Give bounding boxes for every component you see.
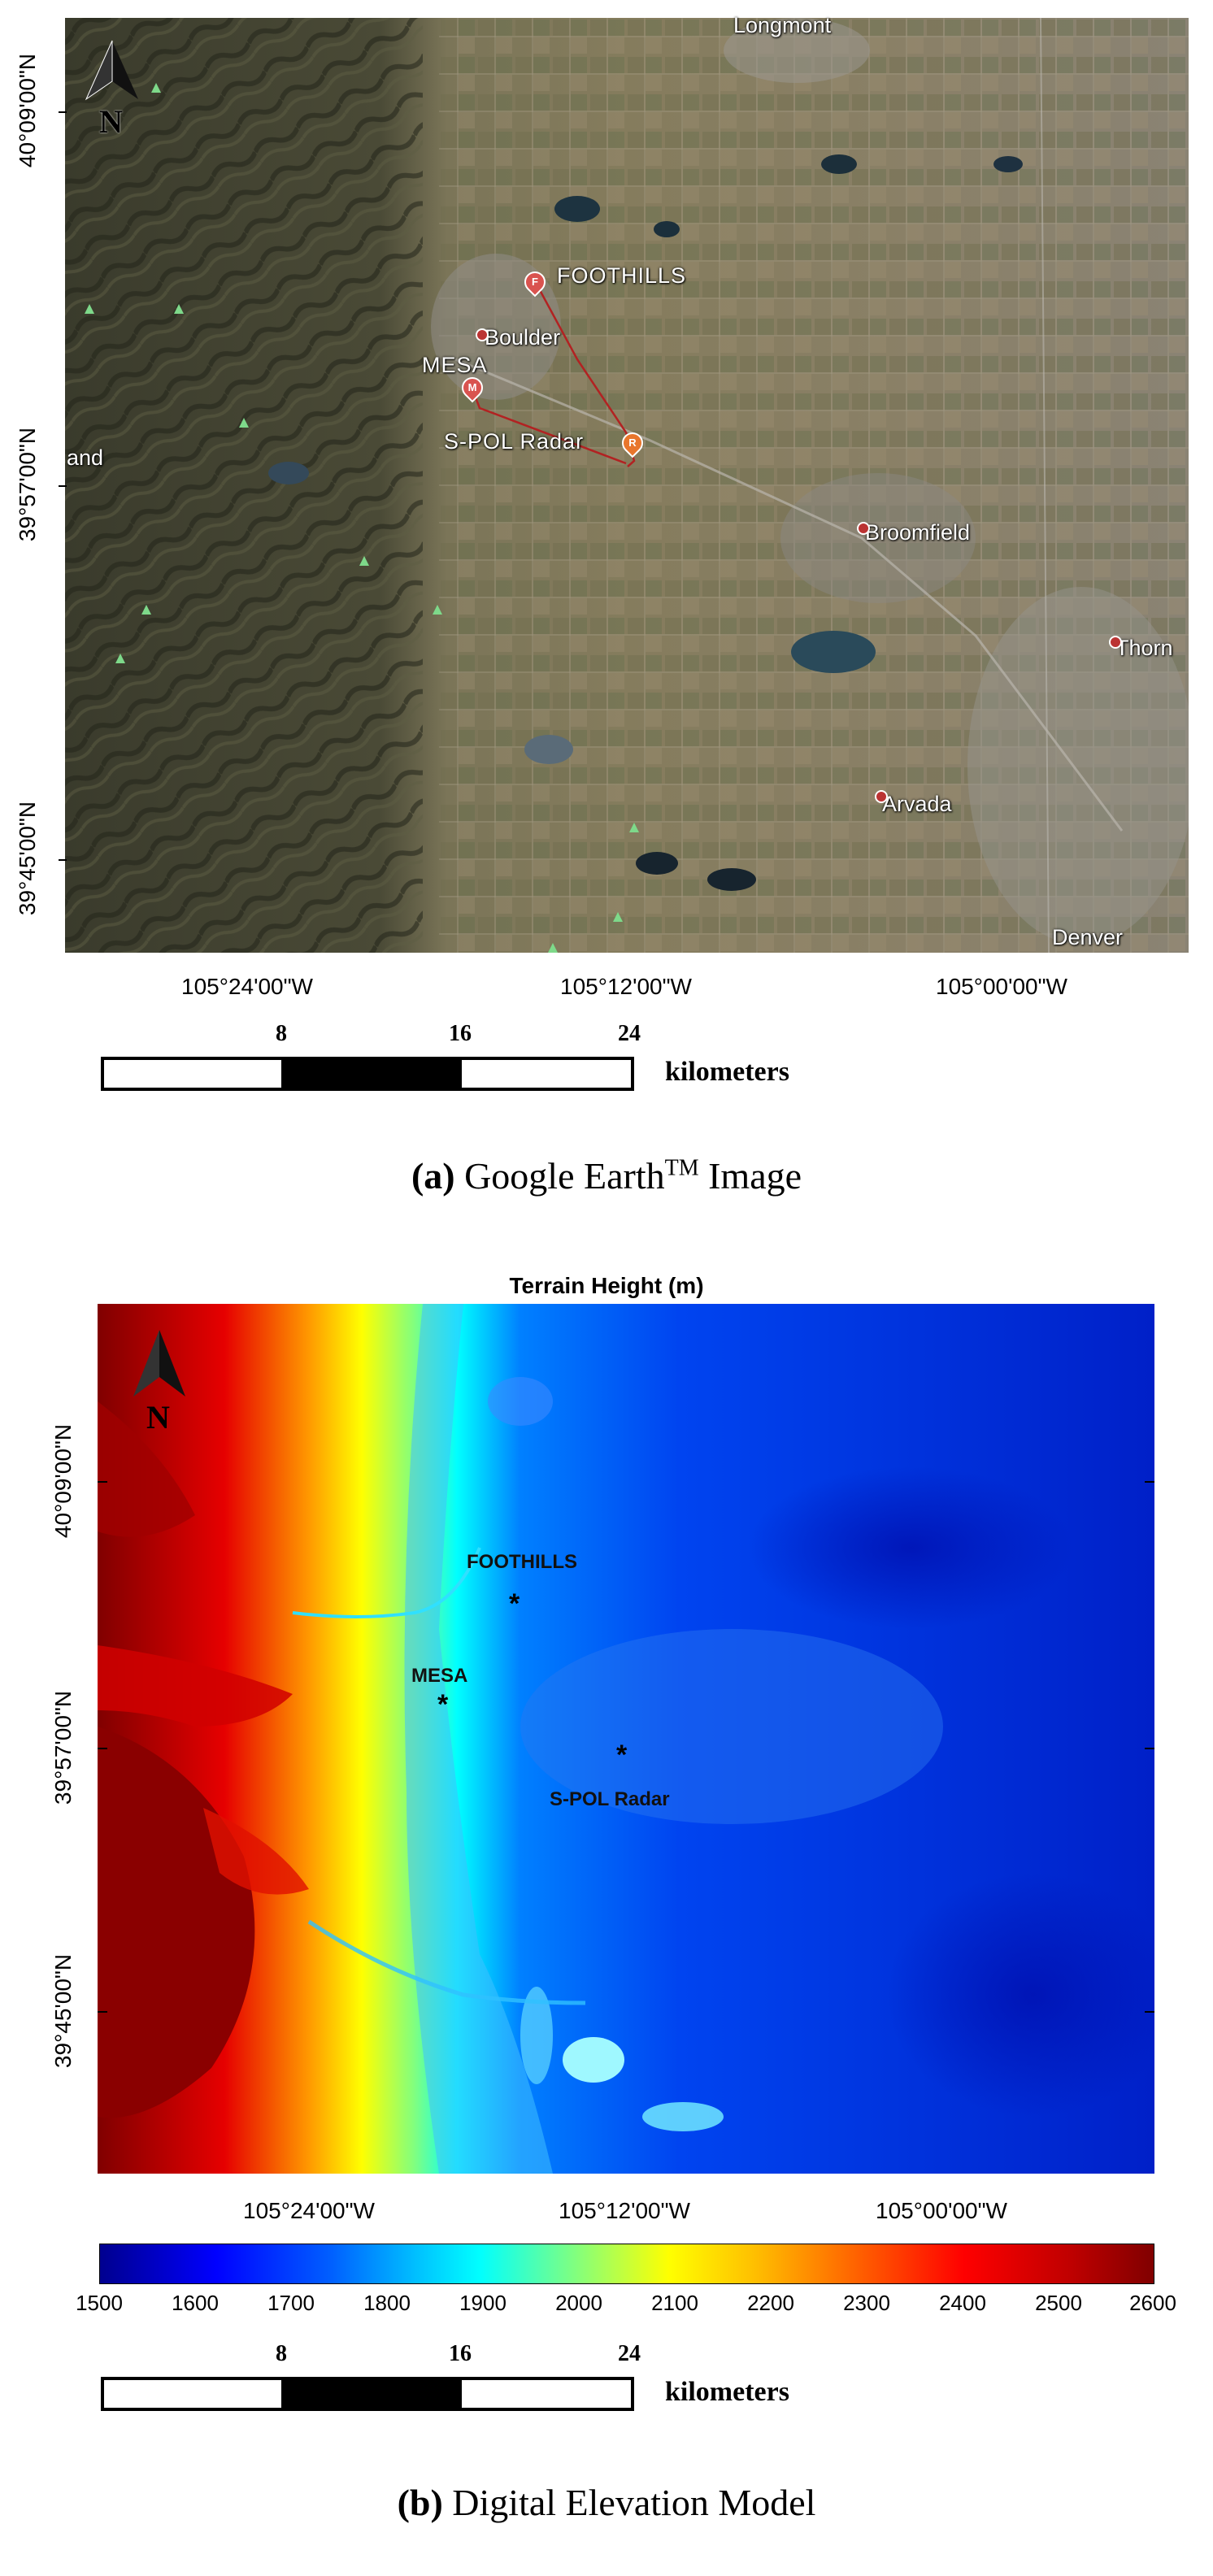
lat-tick-3 — [59, 859, 67, 861]
scale-seg-1 — [101, 2377, 285, 2411]
lon-label-b-3: 105°00'00"W — [876, 2198, 1007, 2223]
dem-marker-mesa: * — [437, 1689, 449, 1720]
colorbar-label: 1600 — [172, 2291, 219, 2315]
lon-label-b-1: 105°24'00"W — [243, 2198, 375, 2223]
lat-label-b-2: 39°57'00"N — [50, 1690, 76, 1805]
place-denver: Denver — [1052, 925, 1124, 949]
colorbar-label: 1700 — [267, 2291, 315, 2315]
colorbar-label: 1900 — [459, 2291, 507, 2315]
scale-seg-1 — [101, 1057, 285, 1091]
colorbar-label: 2400 — [939, 2291, 986, 2315]
dem-label-foothills: FOOTHILLS — [467, 1551, 577, 1573]
colorbar-label: 2500 — [1035, 2291, 1082, 2315]
dem-title: Terrain Height (m) — [509, 1273, 704, 1298]
colorbar-label: 2600 — [1129, 2291, 1176, 2315]
scale-tick-24: 24 — [618, 1021, 641, 1046]
lat-tick-b-3r — [1145, 2011, 1154, 2013]
boulder-dot — [476, 328, 489, 341]
dem-marker-foothills: * — [509, 1588, 520, 1619]
lat-label-a-3: 39°45'00"N — [15, 801, 40, 916]
scale-seg-2 — [281, 1057, 462, 1091]
place-boulder: Boulder — [485, 325, 561, 350]
scale-seg-3 — [459, 1057, 634, 1091]
lat-label-a-2: 39°57'00"N — [15, 427, 40, 542]
lat-label-b-1: 40°09'00"N — [50, 1423, 76, 1539]
lon-label-a-1: 105°24'00"W — [181, 974, 313, 999]
place-arvada: Arvada — [882, 792, 952, 816]
site-label-spol: S-POL Radar — [444, 429, 585, 454]
lat-tick-1 — [59, 111, 67, 113]
colorbar-label: 1800 — [363, 2291, 411, 2315]
lon-label-b-2: 105°12'00"W — [559, 2198, 690, 2223]
dem-label-spol: S-POL Radar — [550, 1788, 670, 1810]
satellite-map — [65, 18, 1189, 953]
scale-seg-2 — [281, 2377, 462, 2411]
colorbar — [99, 2244, 1154, 2284]
scale-unit: kilometers — [665, 1057, 789, 1087]
place-longmont: Longmont — [733, 13, 832, 37]
scale-tick-24: 24 — [618, 2341, 641, 2366]
lat-tick-2 — [59, 485, 67, 487]
thornton-dot — [1109, 636, 1122, 649]
lat-tick-b-1 — [98, 1481, 107, 1483]
broomfield-dot — [857, 522, 870, 535]
scale-tick-8: 8 — [276, 2341, 287, 2366]
scale-tick-16: 16 — [449, 2341, 472, 2366]
dem-map — [98, 1304, 1154, 2174]
scale-tick-8: 8 — [276, 1021, 287, 1046]
colorbar-label: 2300 — [843, 2291, 890, 2315]
lon-label-a-3: 105°00'00"W — [936, 974, 1067, 999]
place-nederland: and — [67, 445, 104, 470]
dem-label-mesa: MESA — [411, 1665, 468, 1687]
lat-label-b-3: 39°45'00"N — [50, 1953, 76, 2069]
site-label-foothills: FOOTHILLS — [557, 263, 687, 288]
lat-tick-b-2 — [98, 1748, 107, 1749]
colorbar-label: 1500 — [76, 2291, 123, 2315]
caption-b: (b) Digital Elevation Model — [397, 2482, 816, 2523]
place-broomfield: Broomfield — [865, 520, 971, 545]
north-arrow-icon — [85, 40, 138, 101]
lat-label-a-1: 40°09'00"N — [15, 53, 40, 168]
north-label: N — [99, 103, 123, 140]
lat-tick-b-1r — [1145, 1481, 1154, 1483]
colorbar-label: 2000 — [555, 2291, 602, 2315]
north-label-b: N — [146, 1399, 170, 1436]
site-label-mesa: MESA — [422, 353, 488, 377]
north-arrow-icon — [133, 1330, 185, 1397]
lat-tick-b-3 — [98, 2011, 107, 2013]
caption-a: (a) Google EarthTM Image — [411, 1155, 802, 1197]
scale-seg-3 — [459, 2377, 634, 2411]
colorbar-label: 2200 — [747, 2291, 794, 2315]
colorbar-label: 2100 — [651, 2291, 698, 2315]
dem-marker-spol: * — [616, 1740, 628, 1770]
scale-tick-16: 16 — [449, 1021, 472, 1046]
scale-unit: kilometers — [665, 2377, 789, 2407]
lat-tick-b-2r — [1145, 1748, 1154, 1749]
lon-label-a-2: 105°12'00"W — [560, 974, 692, 999]
place-thornton: Thorn — [1115, 636, 1173, 660]
arvada-dot — [875, 790, 888, 803]
